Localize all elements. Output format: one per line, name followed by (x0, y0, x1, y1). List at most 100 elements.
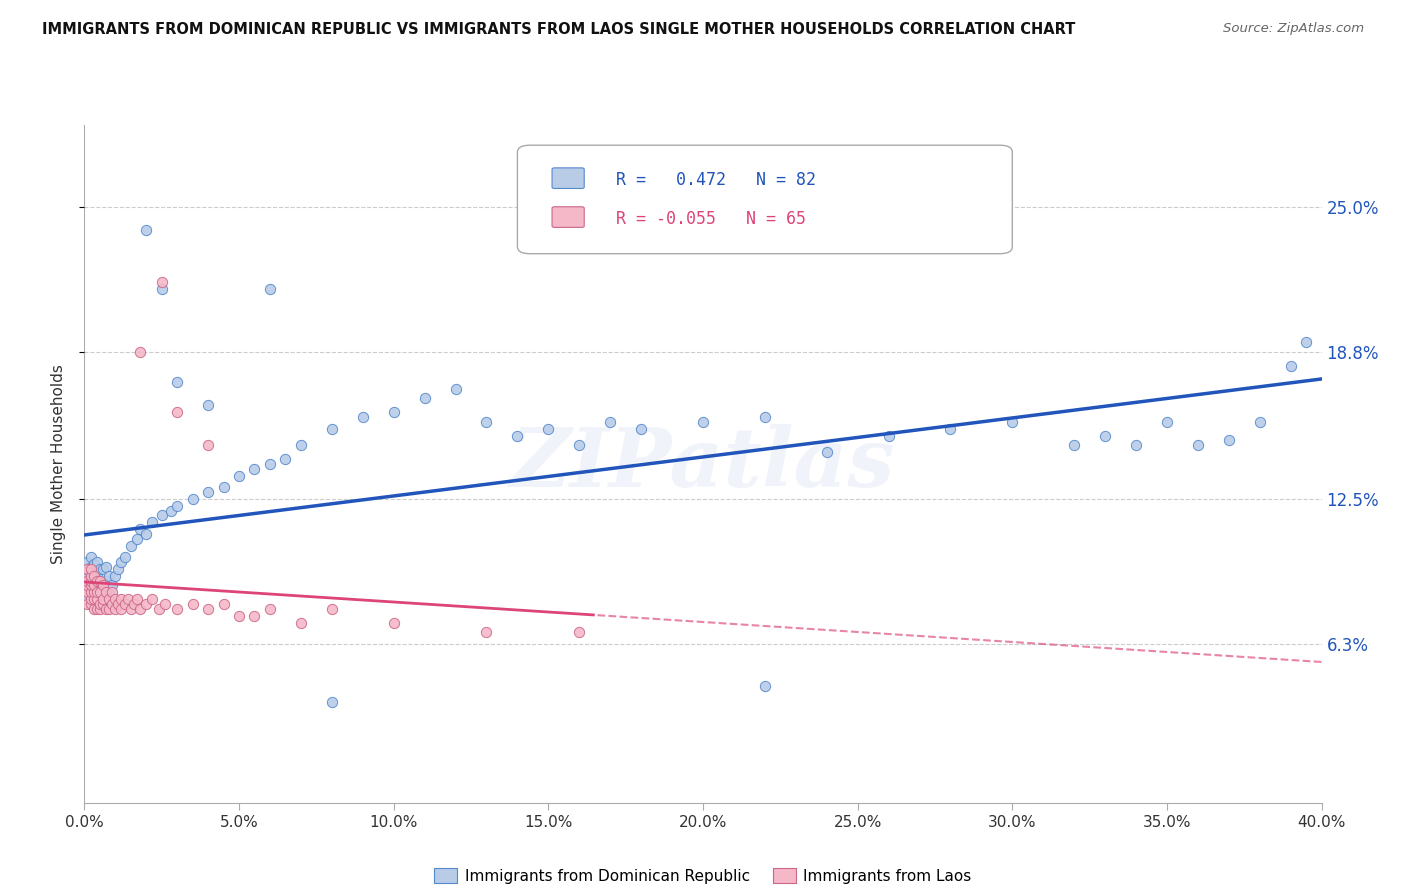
Point (321, 695, 343, 709)
Point (117, 592, 139, 607)
Point (1295, 335, 1317, 350)
Point (321, 601, 343, 615)
Point (150, 275, 173, 289)
Point (181, 597, 204, 611)
Point (125, 532, 148, 546)
Point (98, 585, 121, 599)
Point (76, 597, 98, 611)
Point (83, 578, 105, 592)
Text: IMMIGRANTS FROM DOMINICAN REPUBLIC VS IMMIGRANTS FROM LAOS SINGLE MOTHER HOUSEHO: IMMIGRANTS FROM DOMINICAN REPUBLIC VS IM… (42, 22, 1076, 37)
Point (79, 578, 101, 592)
Point (76, 562, 98, 576)
Point (101, 578, 124, 592)
Point (212, 480, 235, 494)
Point (110, 555, 132, 569)
Point (91, 578, 114, 592)
Point (290, 615, 312, 630)
Point (79, 597, 101, 611)
Point (83, 585, 105, 599)
Point (259, 457, 281, 471)
Point (83, 569, 105, 583)
Point (243, 608, 266, 623)
Point (79, 583, 101, 598)
Point (79, 592, 101, 607)
Point (166, 375, 188, 389)
Point (228, 468, 250, 483)
Point (114, 550, 136, 565)
Point (129, 601, 152, 615)
Point (1063, 438, 1085, 452)
Point (141, 592, 163, 607)
FancyBboxPatch shape (553, 168, 585, 188)
Point (83, 592, 105, 607)
Point (89, 597, 111, 611)
Point (76, 585, 98, 599)
Point (1001, 415, 1024, 429)
Point (150, 508, 173, 523)
Point (382, 615, 405, 630)
Point (89, 574, 111, 588)
Point (259, 281, 281, 295)
Point (197, 398, 219, 412)
Point (86, 581, 108, 595)
Point (129, 344, 152, 359)
Point (76, 578, 98, 592)
Point (86, 585, 108, 599)
Point (76, 574, 98, 588)
Point (94, 574, 117, 588)
Point (122, 597, 145, 611)
Point (382, 405, 405, 419)
Point (76, 555, 98, 569)
Point (413, 392, 436, 406)
Point (125, 592, 148, 607)
Point (89, 585, 111, 599)
Point (86, 555, 108, 569)
Point (110, 592, 132, 607)
Point (1187, 438, 1209, 452)
Point (98, 592, 121, 607)
Point (197, 438, 219, 452)
Point (939, 422, 962, 436)
Point (599, 415, 621, 429)
Point (79, 574, 101, 588)
Point (101, 585, 124, 599)
Point (114, 597, 136, 611)
Point (135, 223, 157, 237)
Point (150, 281, 173, 295)
Text: R = -0.055   N = 65: R = -0.055 N = 65 (616, 210, 807, 227)
Point (79, 585, 101, 599)
Point (129, 522, 152, 536)
Point (83, 601, 105, 615)
Point (79, 590, 101, 604)
Point (274, 452, 297, 467)
Point (91, 562, 114, 576)
Point (166, 405, 188, 419)
Point (212, 597, 235, 611)
Point (630, 422, 652, 436)
Point (83, 569, 105, 583)
Point (89, 585, 111, 599)
Point (83, 578, 105, 592)
Point (120, 601, 142, 615)
Point (89, 562, 111, 576)
Point (94, 601, 117, 615)
Point (1094, 429, 1116, 443)
Point (537, 422, 560, 436)
Point (120, 539, 142, 553)
Text: Source: ZipAtlas.com: Source: ZipAtlas.com (1223, 22, 1364, 36)
Point (104, 592, 127, 607)
Point (89, 574, 111, 588)
Point (110, 601, 132, 615)
Legend: Immigrants from Dominican Republic, Immigrants from Laos: Immigrants from Dominican Republic, Immi… (429, 863, 977, 890)
Point (104, 569, 127, 583)
Point (166, 499, 188, 513)
Point (754, 410, 776, 425)
Text: R =   0.472   N = 82: R = 0.472 N = 82 (616, 170, 817, 188)
Point (76, 562, 98, 576)
Point (79, 566, 101, 581)
Point (877, 429, 900, 443)
Point (321, 422, 343, 436)
FancyBboxPatch shape (517, 145, 1012, 253)
Point (692, 415, 714, 429)
Point (197, 601, 219, 615)
